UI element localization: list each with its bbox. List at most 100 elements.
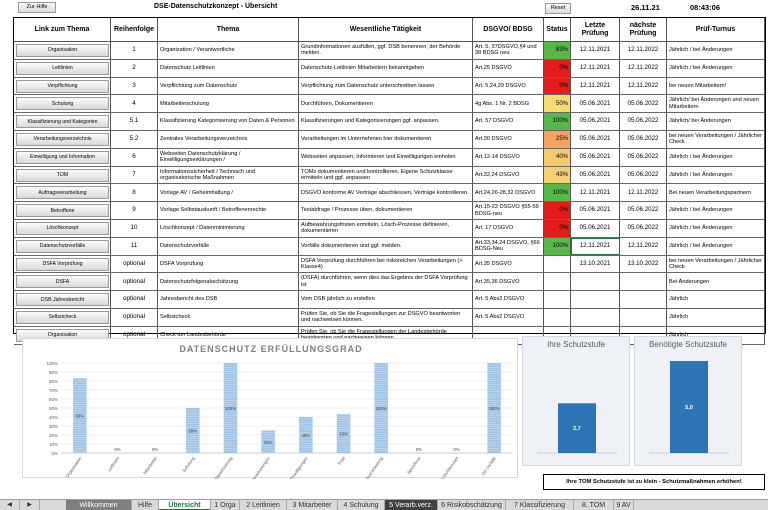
cell-col-status: 43%: [544, 166, 571, 184]
cell-col-law: Art.25 DSGVO: [473, 59, 544, 77]
cell-col-activity: Aufbewahrungsfristen ermitteln, Lösch-Pr…: [299, 220, 473, 237]
bar: [299, 417, 313, 453]
sheet-tab[interactable]: 6 Risikobschätzung: [438, 500, 506, 510]
cell-col-status: [544, 273, 571, 291]
cell-col-order: 3: [111, 77, 158, 95]
link-button[interactable]: Selbstcheck: [16, 311, 109, 324]
help-button[interactable]: Zur Hilfe: [18, 2, 56, 13]
cell-col-next-check: 05.06.2022: [620, 148, 667, 166]
x-tick-label: Organisation: [65, 455, 83, 478]
cell-col-interval: Jährlich: [667, 326, 765, 344]
sheet-tab[interactable]: 3 Mitarbeiter: [287, 500, 338, 510]
sheet-tab[interactable]: Hilfe: [132, 500, 159, 510]
cell-col-next-check: 12.11.2022: [620, 59, 667, 77]
tab-scroll-right-icon[interactable]: ▶: [20, 500, 40, 510]
tab-scroll-left-icon[interactable]: ◀: [0, 500, 20, 510]
cell-col-next-check: 12.11.2022: [620, 184, 667, 202]
link-button[interactable]: TOM: [16, 168, 109, 182]
link-button[interactable]: Verarbeitungsverzeichnis: [16, 133, 109, 146]
cell-col-interval: Jährlich: [667, 309, 765, 326]
sheet-tab[interactable]: 9 AV: [614, 500, 634, 510]
current-time: 08:43:06: [690, 3, 721, 12]
sheet-tab[interactable]: 2 Leitlinien: [240, 500, 287, 510]
table-row: Verarbeitungsverzeichnis 5.2 Zentrales Ver…: [14, 131, 765, 149]
cell-col-last-check: [571, 273, 620, 291]
cell-col-activity: Prüfen Sie, ob Sie die Fragestellungen z…: [299, 309, 473, 326]
table-row: Klassifizierung und Kategorien 5.1 Klassif…: [14, 113, 765, 131]
cell-col-activity: DSGVO konforme AV Verträge abschliessen,…: [299, 184, 473, 202]
title-bar: Zur Hilfe DSE-Datenschutzkonzept - Übers…: [14, 2, 768, 15]
x-tick-label: TOM: [337, 455, 347, 466]
bar: [374, 363, 388, 453]
cell-col-status: [544, 291, 571, 308]
sheet-tab-bar: ◀ ▶ Willkommen Hilfe Übersicht 1 Orga 2 Leit…: [0, 499, 768, 510]
compliance-chart-svg: DATENSCHUTZ ERFÜLLUNGSGRAD 0% 10% 20% 30% 40%…: [46, 344, 513, 491]
cell-col-next-check: 05.06.2022: [620, 220, 667, 237]
bar-value-label: 25%: [264, 440, 273, 445]
link-button[interactable]: Verpflichtung: [16, 79, 109, 93]
compliance-chart: DATENSCHUTZ ERFÜLLUNGSGRAD 0% 10% 20% 30% 40%…: [22, 338, 518, 491]
cell-col-link: Löschkonzept: [14, 220, 111, 237]
y-tick-label: 50%: [49, 406, 58, 411]
cell-col-topic: Zentrales Verarbeitungsverzeichnis: [158, 131, 299, 148]
cell-col-law: Art. 5,24,29 DSGVO: [473, 77, 544, 95]
cell-col-link: Selbstcheck: [14, 309, 111, 326]
link-button[interactable]: Organisation: [16, 44, 109, 57]
sheet-tab[interactable]: 1 Orga: [211, 500, 240, 510]
cell-col-order: 8: [111, 184, 158, 202]
cell-col-last-check: [571, 309, 620, 326]
cell-col-activity: Datenschutz-Leitlinien Mitarbeitern beka…: [299, 59, 473, 77]
cell-col-link: Datenschutzvorfälle: [14, 237, 111, 255]
cell-col-interval: Jährlich/ bei Änderungen: [667, 113, 765, 130]
table-row: Organisation 1 Organization / Verantwortli…: [14, 42, 765, 60]
sheet-tab[interactable]: 4 Schulung: [338, 500, 385, 510]
link-button[interactable]: DSB Jahresbericht: [16, 293, 109, 307]
link-button[interactable]: Löschkonzept: [16, 222, 109, 235]
cell-col-topic: Löschkonzept / Datenminimierung: [158, 220, 299, 237]
cell-col-next-check: 12.11.2022: [620, 77, 667, 95]
gauge-value-label: 5,0: [685, 405, 693, 411]
link-button[interactable]: Einwilligung und Information: [16, 150, 109, 164]
cell-col-topic: Vorlage Selbstauskunft / Betroffenenrech…: [158, 202, 299, 219]
header-col-law: DSGVO/ BDSG: [473, 18, 544, 42]
cell-col-activity: Webseiten anpassen, Informieren und Einw…: [299, 148, 473, 166]
link-button[interactable]: DSFA: [16, 275, 109, 289]
cell-col-activity: Testabfrage / Prozesse üben, dokumentier…: [299, 202, 473, 219]
link-button[interactable]: Betroffene: [16, 204, 109, 218]
sheet-tab[interactable]: Übersicht: [159, 500, 211, 510]
sheet-tab[interactable]: Willkommen: [66, 500, 132, 510]
cell-col-status: 100%: [544, 237, 571, 255]
link-button[interactable]: DSFA Vorprüfung: [16, 257, 109, 271]
cell-col-order: optional: [111, 273, 158, 291]
cell-col-next-check: 12.11.2022: [620, 237, 667, 255]
sheet-tab[interactable]: 5 Verarb.verz.: [385, 500, 438, 510]
cell-col-interval: Jährlich / bei Änderungen: [667, 237, 765, 255]
cell-col-link: Einwilligung und Information: [14, 148, 111, 166]
sheet-tab[interactable]: 7 Klassifizierung: [506, 500, 574, 510]
bar-value-label: 50%: [189, 429, 198, 434]
cell-col-link: DSFA Vorprüfung: [14, 255, 111, 273]
link-button[interactable]: Leitlinien: [16, 61, 109, 75]
cell-col-activity: Vorfälle dokumentieren und ggf. melden.: [299, 237, 473, 255]
link-button[interactable]: Klassifizierung und Kategorien: [16, 115, 109, 129]
sheet-tab[interactable]: 8. TOM: [574, 500, 614, 510]
cell-col-link: Leitlinien: [14, 59, 111, 77]
overview-table: Link zum Thema Reihenfolge Thema Wesentlich…: [13, 17, 766, 345]
reset-button[interactable]: Reset: [545, 3, 571, 14]
header-col-link: Link zum Thema: [14, 18, 111, 42]
table-row: DSFA Vorprüfung optional DSFA Vorprüfung DS…: [14, 255, 765, 274]
link-button[interactable]: Auftragsverarbeitung: [16, 186, 109, 200]
cell-col-link: Schulung: [14, 95, 111, 113]
cell-col-order: 6: [111, 148, 158, 166]
cell-col-order: optional: [111, 291, 158, 308]
x-tick-label: Betroffene: [406, 455, 422, 475]
gauge-bar: [670, 361, 708, 453]
link-button[interactable]: Datenschutzvorfälle: [16, 239, 109, 253]
table-row: Einwilligung und Information 6 Webseiten D…: [14, 148, 765, 167]
cell-col-interval: Jährlich / bei Änderungen: [667, 166, 765, 184]
cell-col-status: 40%: [544, 148, 571, 166]
y-tick-label: 30%: [49, 424, 58, 429]
table-row: Auftragsverarbeitung 8 Vorlage AV / Geheim…: [14, 184, 765, 203]
link-button[interactable]: Schulung: [16, 97, 109, 111]
table-row: Löschkonzept 10 Löschkonzept / Datenminimi…: [14, 220, 765, 238]
